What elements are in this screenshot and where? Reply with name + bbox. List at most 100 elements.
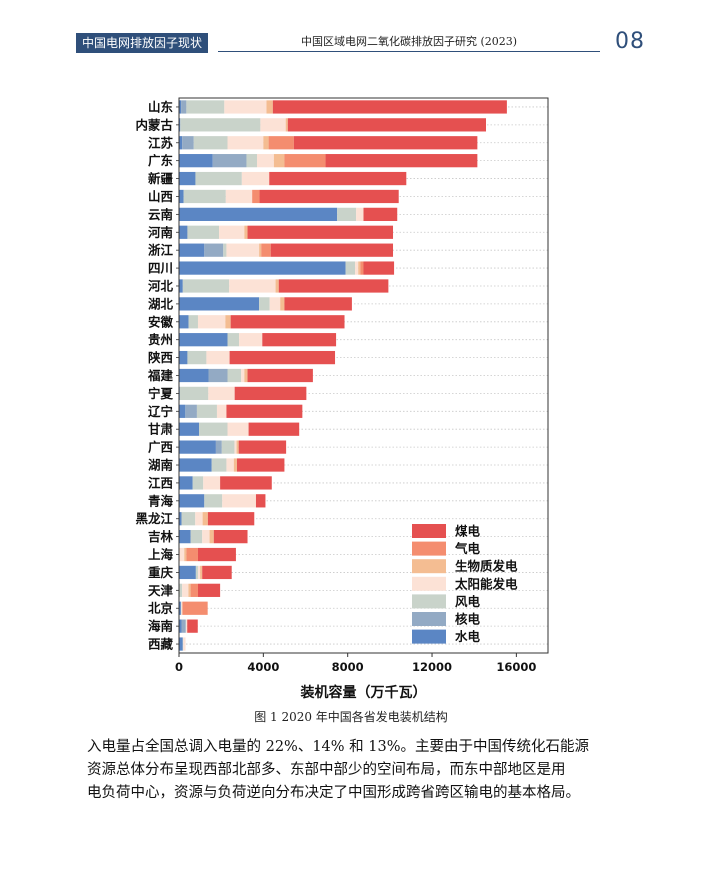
- legend-swatch: [412, 594, 446, 609]
- bar-segment: [184, 547, 187, 562]
- x-axis-label: 装机容量（万千瓦）: [300, 684, 427, 701]
- category-label: 四川: [148, 261, 173, 276]
- bar-segment: [197, 583, 221, 597]
- bar-segment: [293, 136, 478, 150]
- bar-segment: [229, 350, 336, 365]
- bar-segment: [241, 171, 270, 186]
- bar-segment: [187, 350, 207, 365]
- category-label: 湖北: [148, 296, 174, 311]
- category-label: 贵州: [148, 332, 173, 347]
- legend-label: 风电: [455, 594, 481, 609]
- category-label: 云南: [148, 207, 174, 222]
- bar-segment: [179, 136, 183, 150]
- legend-swatch: [412, 524, 446, 538]
- bar-segment: [204, 243, 224, 257]
- category-label: 山东: [148, 99, 174, 114]
- category-label: 重庆: [148, 565, 174, 580]
- bar-segment: [236, 458, 285, 472]
- category-label: 辽宁: [148, 404, 173, 419]
- bar-segment: [190, 530, 203, 544]
- bar-segment: [236, 440, 239, 454]
- bar-segment: [226, 458, 234, 472]
- bar-segment: [188, 583, 191, 597]
- page-number: 08: [615, 29, 645, 54]
- bar-segment: [273, 154, 285, 168]
- x-tick-label: 8000: [332, 660, 364, 674]
- bar-segment: [225, 189, 253, 204]
- bar-segment: [206, 350, 230, 365]
- bar-segment: [262, 333, 337, 347]
- category-label: 湖南: [148, 458, 174, 473]
- category-label: 安徽: [148, 314, 174, 329]
- bar-segment: [181, 100, 187, 114]
- bar-segment: [244, 225, 248, 239]
- legend-label: 水电: [455, 629, 481, 644]
- bar-segment: [266, 100, 273, 114]
- bar-segment: [233, 458, 237, 472]
- category-label: 天津: [148, 583, 174, 598]
- bar-segment: [247, 225, 394, 239]
- bar-segment: [179, 297, 260, 311]
- bar-segment: [186, 547, 198, 562]
- section-tag: 中国电网排放因子现状: [76, 33, 208, 53]
- bar-segment: [179, 494, 205, 508]
- bar-segment: [179, 189, 184, 204]
- bar-segment: [223, 243, 227, 257]
- bar-segment: [179, 440, 216, 454]
- bar-segment: [213, 530, 248, 544]
- category-label: 新疆: [148, 171, 174, 186]
- bar-segment: [226, 404, 303, 418]
- bar-segment: [269, 297, 281, 311]
- legend-swatch: [412, 576, 446, 591]
- category-label: 宁夏: [148, 386, 174, 401]
- bar-segment: [195, 512, 203, 526]
- bar-segment: [269, 171, 407, 186]
- bar-segment: [204, 494, 223, 508]
- category-label: 青海: [148, 493, 174, 508]
- bar-segment: [182, 279, 230, 293]
- bar-segment: [252, 189, 260, 204]
- bar-segment: [195, 171, 242, 186]
- bar-segment: [179, 261, 346, 275]
- bar-segment: [182, 583, 189, 597]
- bar-segment: [226, 243, 260, 257]
- category-label: 陕西: [148, 350, 173, 365]
- bar-segment: [230, 315, 345, 329]
- bar-segment: [261, 243, 271, 257]
- legend-swatch: [412, 629, 446, 644]
- bar-segment: [180, 118, 261, 132]
- bar-segment: [212, 154, 247, 168]
- bar-segment: [263, 136, 269, 150]
- bar-segment: [246, 154, 258, 168]
- bar-segment: [234, 440, 237, 454]
- figure-caption: 图 1 2020 年中国各省发电装机结构: [254, 710, 448, 724]
- bar-segment: [182, 136, 194, 150]
- bar-segment: [241, 368, 245, 383]
- bar-segment: [227, 333, 240, 347]
- bar-segment: [345, 261, 356, 275]
- bar-segment: [179, 619, 182, 633]
- bar-segment: [179, 637, 183, 651]
- bar-segment: [284, 297, 352, 311]
- bar-segment: [209, 530, 214, 544]
- bar-segment: [202, 512, 208, 526]
- legend-swatch: [412, 559, 446, 574]
- category-label: 西藏: [148, 637, 174, 652]
- bar-segment: [183, 189, 226, 204]
- bar-segment: [207, 512, 255, 526]
- bar-segment: [179, 565, 196, 580]
- bar-segment: [222, 494, 256, 508]
- category-label: 山西: [148, 189, 173, 204]
- bar-segment: [188, 315, 198, 329]
- category-label: 北京: [148, 601, 174, 616]
- bar-segment: [179, 171, 196, 186]
- bar-segment: [179, 458, 212, 472]
- bar-segment: [202, 530, 210, 544]
- bar-segment: [255, 494, 266, 508]
- bar-segment: [186, 100, 225, 114]
- bar-segment: [179, 350, 188, 365]
- bar-segment: [203, 476, 221, 490]
- bar-segment: [229, 279, 276, 293]
- bar-segment: [221, 440, 235, 454]
